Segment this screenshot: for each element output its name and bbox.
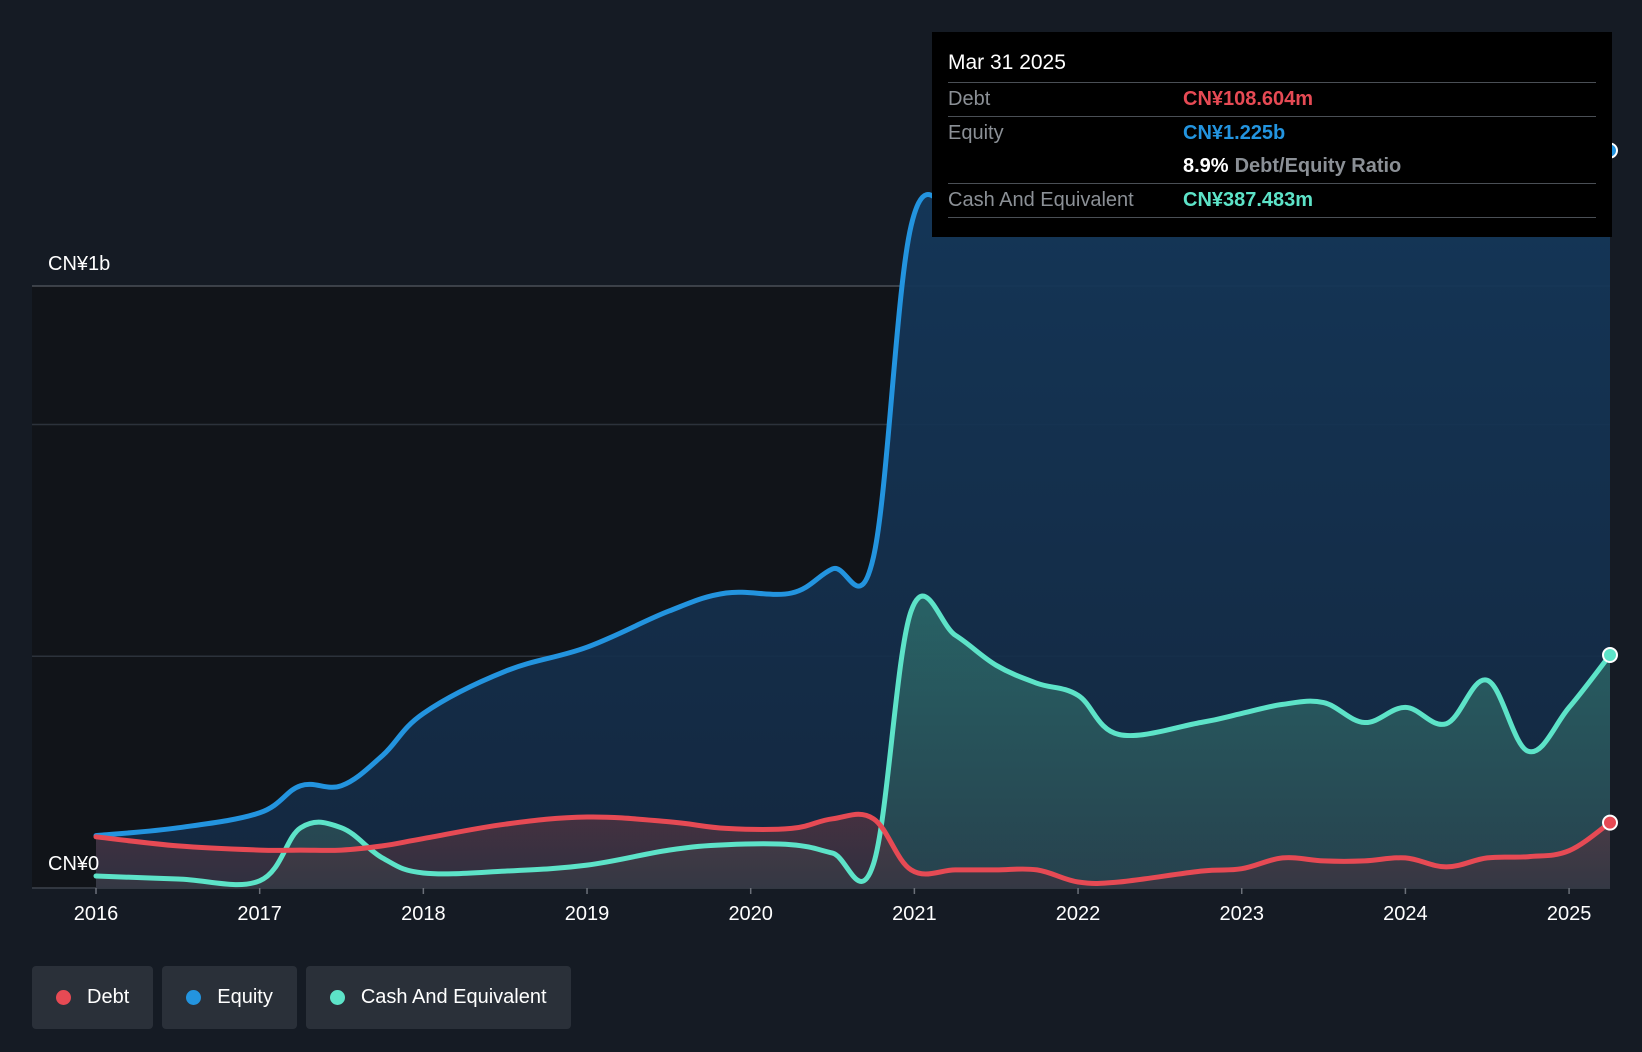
tooltip-cash-value: CN¥387.483m <box>1183 189 1314 211</box>
equity-dot-icon <box>186 990 202 1005</box>
cash-line <box>93 593 1613 888</box>
x-axis-ticks: 2016 2017 2018 2019 2020 2021 2022 2023 2024 2025 <box>74 888 1592 925</box>
tooltip-debt-value: CN¥108.604m <box>1183 88 1314 110</box>
x-tick-label-2022: 2022 <box>1056 903 1101 925</box>
tooltip-equity-value: CN¥1.225b <box>1183 122 1286 144</box>
tooltip-cash-label: Cash And Equivalent <box>948 189 1134 211</box>
tooltip-row-cash: Cash And Equivalent CN¥387.483m <box>948 183 1596 218</box>
x-tick-label-2023: 2023 <box>1219 903 1264 925</box>
tooltip-row-debt: Debt CN¥108.604m <box>948 82 1596 116</box>
tooltip-row-ratio: 8.9% Debt/Equity Ratio <box>948 150 1596 183</box>
legend-label-cash: Cash And Equivalent <box>360 986 547 1008</box>
x-tick-label-2021: 2021 <box>892 903 937 925</box>
x-tick-label-2024: 2024 <box>1383 903 1428 925</box>
debt-line <box>93 811 1613 886</box>
debt-dot-icon <box>56 990 71 1005</box>
tooltip-debt-label: Debt <box>948 88 991 110</box>
debt-area <box>96 814 1610 888</box>
cash-endpoint[interactable] <box>1602 647 1618 664</box>
x-tick-label-2020: 2020 <box>728 903 773 925</box>
legend-label-equity: Equity <box>217 986 273 1008</box>
legend-item-equity[interactable]: Equity <box>162 966 297 1029</box>
x-tick-label-2019: 2019 <box>565 903 610 925</box>
y-axis-top-label: CN¥1b <box>48 253 110 275</box>
y-axis-bottom-label: CN¥0 <box>48 853 99 875</box>
x-tick-label-2016: 2016 <box>74 903 119 925</box>
tooltip-row-equity: Equity CN¥1.225b <box>948 116 1596 150</box>
tooltip-equity-label: Equity <box>948 122 1004 144</box>
tooltip-ratio-value: 8.9% <box>1183 155 1229 177</box>
series-areas <box>96 150 1610 888</box>
x-tick-label-2018: 2018 <box>401 903 446 925</box>
legend-label-debt: Debt <box>87 986 130 1008</box>
tooltip-ratio-label: Debt/Equity Ratio <box>1234 155 1402 177</box>
x-tick-label-2025: 2025 <box>1547 903 1592 925</box>
cash-area <box>96 596 1610 888</box>
cash-dot-icon <box>329 990 345 1005</box>
legend-item-cash[interactable]: Cash And Equivalent <box>305 966 571 1029</box>
debt-endpoint[interactable] <box>1602 814 1618 831</box>
equity-area <box>96 150 1610 888</box>
legend: Debt Equity Cash And Equivalent <box>32 966 571 1029</box>
x-tick-label-2017: 2017 <box>237 903 282 925</box>
legend-item-debt[interactable]: Debt <box>32 966 154 1029</box>
tooltip-date: Mar 31 2025 <box>948 51 1066 74</box>
tooltip-panel: Mar 31 2025 Debt CN¥108.604m Equity CN¥1… <box>932 32 1612 237</box>
